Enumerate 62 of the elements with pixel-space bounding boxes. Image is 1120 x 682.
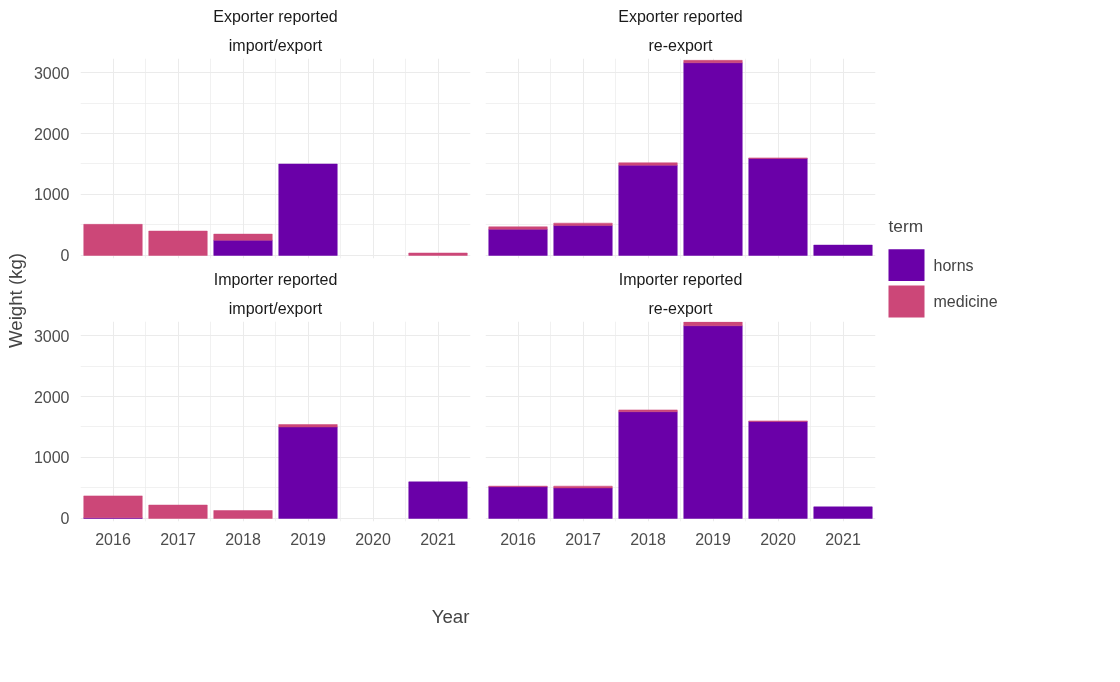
x-tick-label: 2021 bbox=[825, 530, 861, 548]
chart-title: Importer reported bbox=[213, 270, 338, 288]
bar bbox=[683, 60, 743, 64]
legend-label: medicine bbox=[933, 293, 998, 310]
bar bbox=[813, 506, 873, 519]
x-tick-label: 2018 bbox=[630, 530, 666, 548]
bar bbox=[488, 486, 548, 519]
y-tick-label: 0 bbox=[60, 247, 70, 265]
chart-subtitle: import/export bbox=[228, 36, 323, 54]
x-tick-label: 2017 bbox=[565, 530, 601, 548]
bar bbox=[488, 228, 548, 256]
bar bbox=[83, 495, 143, 519]
x-tick-label: 2016 bbox=[95, 530, 131, 548]
bar bbox=[213, 239, 273, 256]
chart-subtitle: re-export bbox=[648, 299, 714, 317]
bar bbox=[553, 225, 613, 256]
bar bbox=[148, 504, 208, 519]
bar bbox=[278, 424, 338, 428]
bar bbox=[618, 164, 678, 256]
chart-subtitle: re-export bbox=[648, 36, 714, 54]
bar bbox=[553, 222, 613, 226]
bar bbox=[83, 224, 143, 256]
x-axis-title: Year bbox=[431, 606, 470, 627]
bar bbox=[683, 321, 743, 327]
bar bbox=[618, 162, 678, 166]
x-tick-label: 2020 bbox=[355, 530, 391, 548]
bar bbox=[748, 158, 808, 256]
x-tick-label: 2019 bbox=[290, 530, 326, 548]
y-tick-label: 1000 bbox=[33, 186, 70, 204]
bar bbox=[148, 230, 208, 256]
x-tick-label: 2020 bbox=[760, 530, 796, 548]
chart-title: Exporter reported bbox=[618, 7, 743, 25]
bar bbox=[683, 325, 743, 519]
y-tick-label: 3000 bbox=[33, 64, 70, 82]
bar bbox=[813, 244, 873, 256]
bar bbox=[278, 426, 338, 519]
y-tick-label: 3000 bbox=[33, 327, 70, 345]
x-tick-label: 2019 bbox=[695, 530, 731, 548]
x-tick-label: 2018 bbox=[225, 530, 261, 548]
chart-title: Importer reported bbox=[618, 270, 743, 288]
chart-title: Exporter reported bbox=[213, 7, 338, 25]
bar bbox=[488, 226, 548, 230]
bar bbox=[618, 411, 678, 519]
bar bbox=[408, 252, 468, 256]
x-tick-label: 2021 bbox=[420, 530, 456, 548]
y-axis-title: Weight (kg) bbox=[5, 252, 26, 349]
y-tick-label: 2000 bbox=[33, 388, 70, 406]
chart-subtitle: import/export bbox=[228, 299, 323, 317]
bar bbox=[748, 421, 808, 519]
legend-label: horns bbox=[933, 256, 974, 274]
x-tick-label: 2017 bbox=[160, 530, 196, 548]
bar bbox=[683, 62, 743, 256]
legend-title: term bbox=[888, 215, 924, 236]
y-tick-label: 2000 bbox=[33, 125, 70, 143]
bar bbox=[408, 481, 468, 519]
x-tick-label: 2016 bbox=[500, 530, 536, 548]
y-tick-label: 0 bbox=[60, 510, 70, 528]
bar bbox=[553, 487, 613, 519]
bar bbox=[213, 233, 273, 241]
bar bbox=[213, 510, 273, 519]
bar bbox=[278, 163, 338, 256]
y-tick-label: 1000 bbox=[33, 449, 70, 467]
